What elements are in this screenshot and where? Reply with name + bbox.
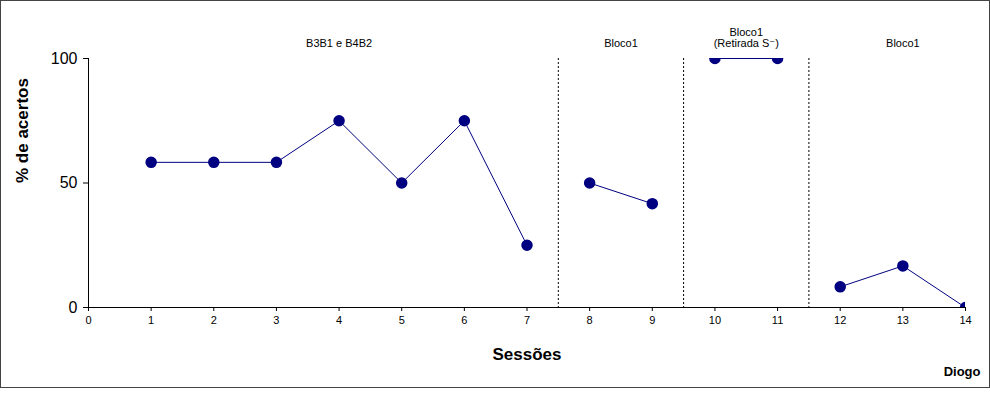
svg-text:50: 50 — [60, 174, 78, 191]
svg-text:13: 13 — [897, 314, 909, 326]
svg-text:4: 4 — [336, 314, 342, 326]
svg-text:11: 11 — [772, 314, 783, 326]
svg-text:Bloco1: Bloco1 — [886, 37, 920, 49]
svg-text:6: 6 — [461, 314, 467, 326]
svg-text:Sessões: Sessões — [493, 345, 562, 364]
svg-text:Diogo: Diogo — [944, 364, 981, 379]
svg-text:8: 8 — [587, 314, 593, 326]
svg-text:7: 7 — [524, 314, 530, 326]
svg-text:5: 5 — [399, 314, 405, 326]
svg-text:1: 1 — [148, 314, 154, 326]
svg-text:2: 2 — [211, 314, 217, 326]
svg-text:Bloco1(Retirada S⁻): Bloco1(Retirada S⁻) — [714, 26, 779, 49]
svg-text:B3B1 e B4B2: B3B1 e B4B2 — [306, 37, 372, 49]
svg-text:100: 100 — [51, 50, 78, 67]
svg-text:% de acertos: % de acertos — [13, 78, 32, 183]
svg-text:3: 3 — [273, 314, 279, 326]
svg-text:12: 12 — [834, 314, 846, 326]
svg-text:9: 9 — [649, 314, 655, 326]
svg-text:0: 0 — [69, 299, 78, 316]
svg-text:Bloco1: Bloco1 — [604, 37, 638, 49]
svg-text:14: 14 — [959, 314, 971, 326]
svg-text:0: 0 — [85, 314, 91, 326]
svg-text:10: 10 — [709, 314, 721, 326]
